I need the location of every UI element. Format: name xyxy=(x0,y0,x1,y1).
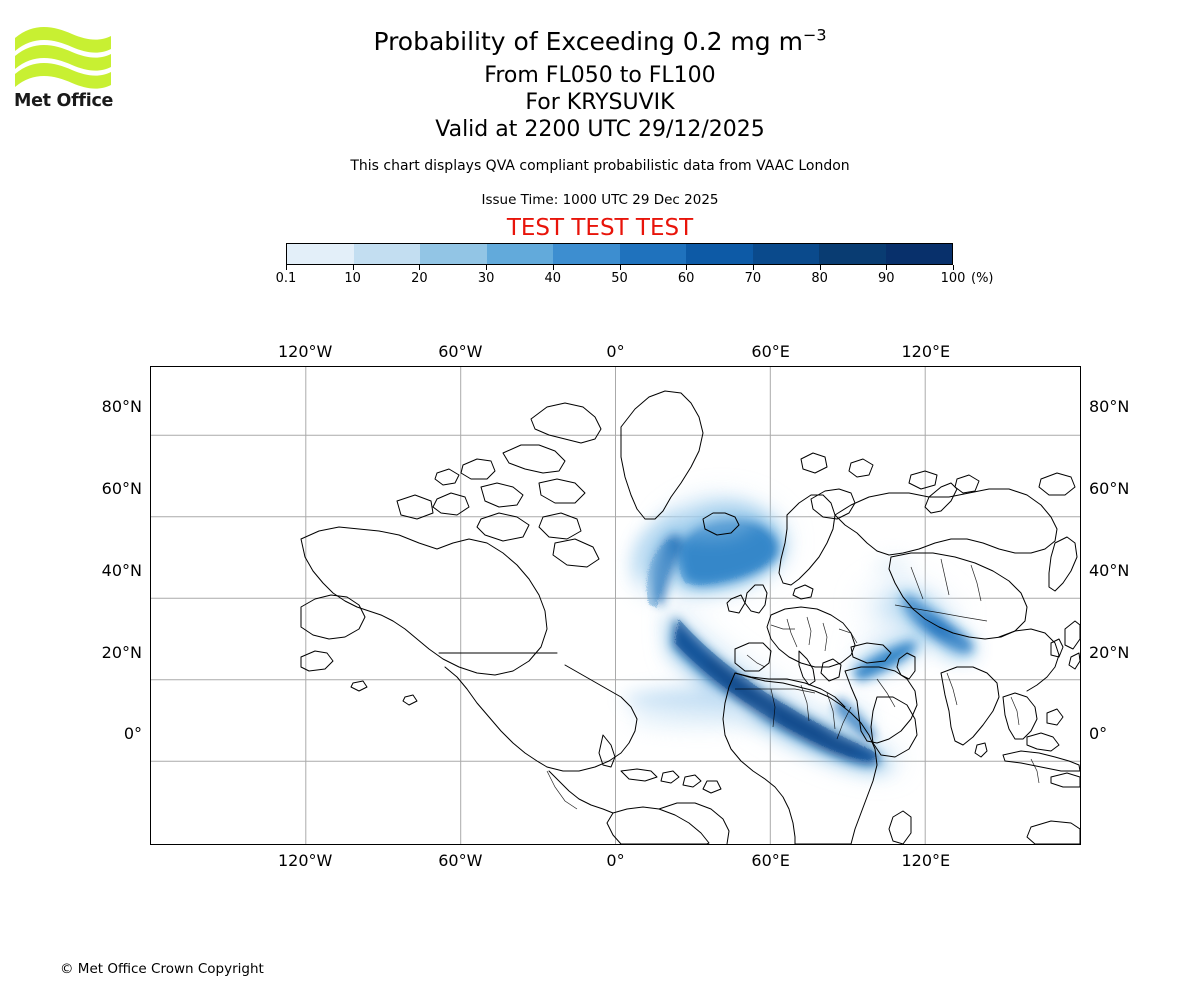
y-axis-tick-label-left: 80°N xyxy=(101,396,142,416)
x-axis-tick-label-bottom: 120°E xyxy=(901,851,951,870)
colorbar-segment-0 xyxy=(287,244,354,264)
map-plot-area xyxy=(150,366,1081,845)
colorbar-tick-label: 10 xyxy=(344,271,361,286)
map-country-borders xyxy=(439,558,1040,810)
test-banner: TEST TEST TEST xyxy=(506,215,694,241)
colorbar-segment-9 xyxy=(885,244,952,264)
y-axis-tick-label-left: 60°N xyxy=(101,478,142,498)
colorbar-tick-label: 100 xyxy=(940,271,966,286)
met-office-waves-icon xyxy=(15,27,111,89)
volcano-subtitle: For KRYSUVIK xyxy=(525,90,675,115)
x-axis-tick-label-top: 0° xyxy=(606,342,625,361)
y-axis-tick-label-right: 60°N xyxy=(1089,478,1130,498)
x-axis-tick-label-top: 120°E xyxy=(901,342,951,361)
flight-level-subtitle: From FL050 to FL100 xyxy=(484,63,716,88)
y-axis-tick-label-left: 0° xyxy=(123,724,142,744)
colorbar xyxy=(286,243,953,265)
colorbar-tick xyxy=(486,265,488,270)
y-axis-tick-label-left: 40°N xyxy=(101,560,142,580)
colorbar-tick xyxy=(686,265,688,270)
colorbar-tick xyxy=(286,265,287,270)
colorbar-segment-6 xyxy=(686,244,753,264)
colorbar-tick xyxy=(419,265,421,270)
colorbar-tick xyxy=(819,265,821,270)
map-coastlines xyxy=(300,390,1080,844)
colorbar-gradient xyxy=(286,243,953,265)
x-axis-tick-label-bottom: 60°W xyxy=(438,851,483,870)
colorbar-tick-label: 40 xyxy=(544,271,562,286)
colorbar-tick xyxy=(953,265,954,270)
y-axis-tick-label-right: 40°N xyxy=(1089,560,1130,580)
page-title-text: Probability of Exceeding 0.2 mg m xyxy=(373,27,803,56)
y-axis-tick-label-right: 80°N xyxy=(1089,396,1130,416)
y-axis-tick-label-right: 20°N xyxy=(1089,642,1130,662)
colorbar-tick xyxy=(352,265,354,270)
colorbar-tick xyxy=(886,265,888,270)
colorbar-tick-label: 70 xyxy=(744,271,762,286)
met-office-logo-text: Met Office xyxy=(14,91,114,111)
y-axis-tick-label-right: 0° xyxy=(1089,724,1108,744)
x-axis-tick-label-bottom: 0° xyxy=(606,851,625,870)
colorbar-ticks xyxy=(286,265,954,273)
x-axis-tick-label-bottom: 60°E xyxy=(751,851,790,870)
colorbar-tick xyxy=(752,265,754,270)
colorbar-tick-label: 90 xyxy=(878,271,895,286)
colorbar-tick-label: 80 xyxy=(811,271,828,286)
met-office-logo: Met Office xyxy=(14,24,114,114)
colorbar-tick-label: 60 xyxy=(677,271,695,286)
colorbar-segment-2 xyxy=(420,244,487,264)
colorbar-segment-1 xyxy=(353,244,420,264)
ash-probability-field xyxy=(621,497,977,771)
colorbar-segment-8 xyxy=(819,244,886,264)
colorbar-segment-5 xyxy=(619,244,686,264)
colorbar-segment-4 xyxy=(553,244,620,264)
copyright-label: © Met Office Crown Copyright xyxy=(60,961,264,977)
colorbar-segment-7 xyxy=(752,244,819,264)
x-axis-tick-label-bottom: 120°W xyxy=(277,851,333,870)
x-axis-tick-label-top: 60°W xyxy=(438,342,483,361)
colorbar-tick xyxy=(619,265,621,270)
world-map xyxy=(151,367,1080,844)
x-axis-tick-label-top: 60°E xyxy=(751,342,790,361)
colorbar-tick-label: 0.1 xyxy=(275,271,297,286)
colorbar-tick-label: 50 xyxy=(611,271,628,286)
colorbar-units-label: (%) xyxy=(971,271,994,286)
colorbar-labels: 0.1 10 20 30 40 50 60 70 80 90 100 xyxy=(276,270,966,288)
x-axis-tick-label-top: 120°W xyxy=(277,342,333,361)
page-title: Probability of Exceeding 0.2 mg m−3 xyxy=(0,26,1200,57)
qva-note: This chart displays QVA compliant probab… xyxy=(350,158,850,174)
valid-time-subtitle: Valid at 2200 UTC 29/12/2025 xyxy=(435,117,765,142)
colorbar-segment-3 xyxy=(486,244,553,264)
colorbar-tick-label: 30 xyxy=(477,271,495,286)
page-title-exponent: −3 xyxy=(802,25,827,45)
colorbar-tick xyxy=(552,265,554,270)
issue-time-label: Issue Time: 1000 UTC 29 Dec 2025 xyxy=(481,192,719,208)
colorbar-tick-label: 20 xyxy=(411,271,428,286)
y-axis-tick-label-left: 20°N xyxy=(101,642,142,662)
